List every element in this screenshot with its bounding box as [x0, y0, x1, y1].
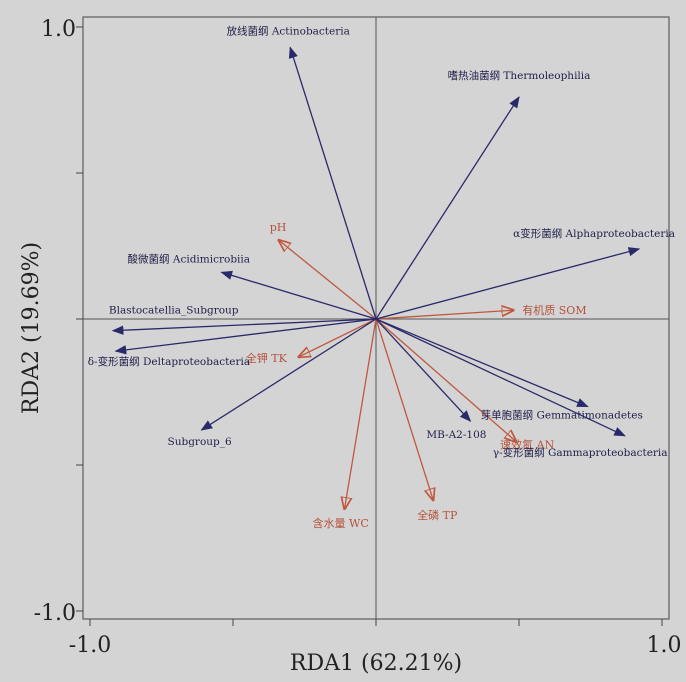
species-arrow-2 [375, 247, 641, 320]
species-label-8: γ-变形菌纲 Gammaproteobacteria [493, 446, 668, 459]
species-arrow-1 [375, 96, 520, 320]
env-arrow-3 [375, 318, 516, 442]
species-label-6: Subgroup_6 [168, 436, 232, 448]
env-arrow-2 [299, 318, 377, 357]
x-tick-label-max: 1.0 [647, 633, 682, 658]
y-tick-label-min: -1.0 [34, 601, 76, 626]
species-arrow-0 [288, 46, 377, 320]
env-label-0: pH [270, 221, 287, 234]
species-arrow-7 [375, 318, 589, 408]
species-label-4: Blastocatellia_Subgroup [109, 305, 239, 317]
env-label-2: 全钾 TK [246, 351, 288, 365]
species-arrow-3 [220, 270, 377, 320]
species-label-1: 嗜热油菌纲 Thermoleophilia [448, 69, 591, 82]
axis-ticks [76, 26, 663, 626]
env-arrow-0 [279, 240, 377, 320]
env-label-1: 有机质 SOM [522, 303, 586, 317]
species-arrow-4 [111, 318, 377, 335]
y-tick-label-max: 1.0 [41, 17, 76, 42]
x-axis-title: RDA1 (62.21%) [290, 651, 462, 676]
env-arrow-1 [375, 310, 513, 320]
species-label-2: α变形菌纲 Alphaproteobacteria [513, 227, 675, 240]
env-arrow-4 [345, 318, 377, 509]
species-arrow-8 [375, 318, 626, 437]
env-label-4: 含水量 WC [313, 516, 369, 530]
species-label-3: 酸微菌纲 Acidimicrobiia [128, 252, 250, 265]
species-label-9: MB-A2-108 [426, 429, 486, 441]
species-label-0: 放线菌纲 Actinobacteria [226, 24, 349, 37]
species-arrow-9 [375, 318, 472, 423]
env-label-3: 速效氮 AN [500, 438, 554, 452]
y-axis-title: RDA2 (19.69%) [19, 242, 44, 414]
species-label-5: δ-变形菌纲 Deltaproteobacteria [88, 355, 250, 368]
x-tick-label-min: -1.0 [69, 633, 111, 658]
species-arrow-6 [200, 318, 377, 431]
species-arrow-5 [114, 318, 377, 355]
env-arrow-5 [375, 318, 433, 500]
env-label-5: 全磷 TP [417, 508, 458, 522]
arrow-layer: pH 有机质 SOM 全钾 TK 速效氮 AN 含水量 WC 全磷 TP 放线菌纲 Acti… [88, 24, 675, 529]
species-label-7: 芽单胞菌纲 Gemmatimonadetes [481, 409, 643, 422]
